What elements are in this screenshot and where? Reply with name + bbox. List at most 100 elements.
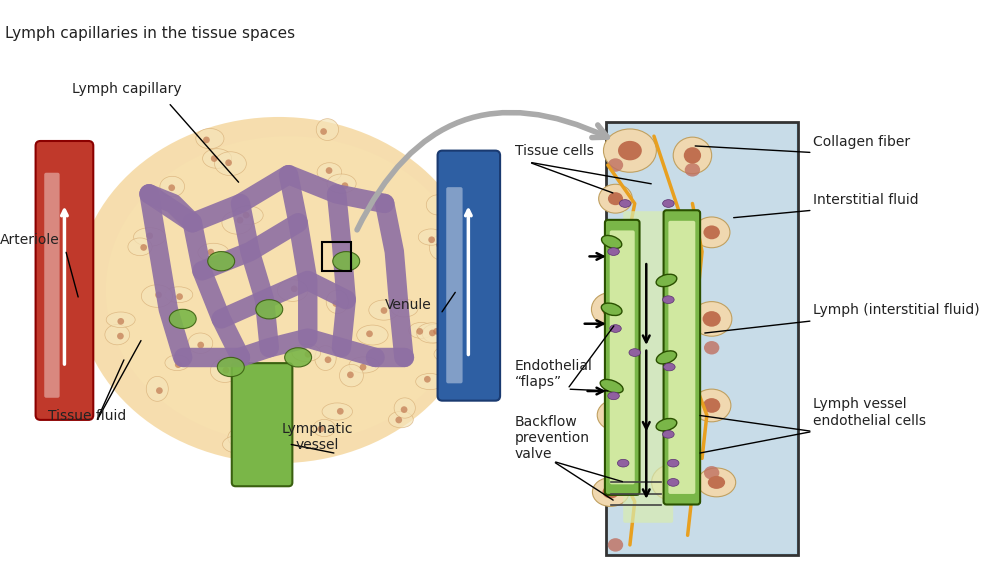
Circle shape <box>140 244 147 251</box>
Ellipse shape <box>602 302 619 317</box>
Ellipse shape <box>349 357 379 373</box>
Ellipse shape <box>198 243 229 262</box>
Ellipse shape <box>692 389 731 422</box>
Bar <box>608 124 796 553</box>
Text: Lymph capillaries in the tissue spaces: Lymph capillaries in the tissue spaces <box>5 26 295 41</box>
Ellipse shape <box>416 323 447 343</box>
Ellipse shape <box>656 274 676 287</box>
Ellipse shape <box>134 228 165 246</box>
Ellipse shape <box>164 287 193 303</box>
Circle shape <box>225 159 232 166</box>
Ellipse shape <box>208 252 235 271</box>
Ellipse shape <box>608 331 623 345</box>
Ellipse shape <box>369 300 399 320</box>
Ellipse shape <box>357 325 388 345</box>
FancyBboxPatch shape <box>44 173 59 398</box>
Ellipse shape <box>618 141 642 160</box>
Ellipse shape <box>313 419 336 437</box>
Ellipse shape <box>388 412 413 428</box>
Ellipse shape <box>600 380 623 393</box>
Circle shape <box>416 328 423 335</box>
Ellipse shape <box>708 476 725 489</box>
Ellipse shape <box>256 300 282 319</box>
Text: Lymph (interstitial fluid): Lymph (interstitial fluid) <box>812 303 979 317</box>
Ellipse shape <box>106 312 135 328</box>
Ellipse shape <box>169 310 197 329</box>
Ellipse shape <box>141 285 172 307</box>
Circle shape <box>436 241 443 248</box>
Ellipse shape <box>704 466 720 479</box>
Bar <box>323 242 351 271</box>
Circle shape <box>401 406 407 413</box>
Text: Lymphatic
vessel: Lymphatic vessel <box>281 422 353 452</box>
Ellipse shape <box>597 400 634 430</box>
Ellipse shape <box>292 344 321 361</box>
Ellipse shape <box>704 341 720 354</box>
Ellipse shape <box>656 351 676 364</box>
Text: Arteriole: Arteriole <box>0 233 59 247</box>
Circle shape <box>223 367 229 374</box>
Ellipse shape <box>187 333 213 353</box>
Bar <box>606 122 798 554</box>
Ellipse shape <box>608 159 623 172</box>
Ellipse shape <box>228 427 257 448</box>
Ellipse shape <box>415 374 445 389</box>
Ellipse shape <box>703 311 721 326</box>
Ellipse shape <box>105 325 130 345</box>
Circle shape <box>381 307 387 314</box>
Ellipse shape <box>629 349 640 356</box>
Circle shape <box>438 203 445 210</box>
Circle shape <box>176 293 183 300</box>
Ellipse shape <box>233 206 263 224</box>
Ellipse shape <box>673 137 712 174</box>
Circle shape <box>424 376 430 382</box>
Ellipse shape <box>211 359 239 382</box>
Ellipse shape <box>426 195 450 215</box>
Ellipse shape <box>391 299 418 317</box>
Ellipse shape <box>340 364 363 387</box>
Ellipse shape <box>317 119 339 141</box>
Circle shape <box>321 128 327 135</box>
Ellipse shape <box>106 136 471 444</box>
Ellipse shape <box>618 459 629 467</box>
Circle shape <box>235 442 242 449</box>
Ellipse shape <box>244 366 268 382</box>
Ellipse shape <box>667 459 679 467</box>
FancyBboxPatch shape <box>437 150 500 401</box>
Ellipse shape <box>607 408 624 422</box>
Ellipse shape <box>610 325 621 332</box>
Ellipse shape <box>608 248 619 255</box>
Text: Backflow
prevention
valve: Backflow prevention valve <box>514 415 590 461</box>
Ellipse shape <box>223 436 255 453</box>
Ellipse shape <box>619 199 631 208</box>
Ellipse shape <box>318 163 342 182</box>
Ellipse shape <box>608 538 623 552</box>
Circle shape <box>146 233 153 239</box>
Ellipse shape <box>322 403 353 420</box>
Ellipse shape <box>694 217 730 248</box>
Circle shape <box>198 342 204 349</box>
Ellipse shape <box>429 236 451 260</box>
Ellipse shape <box>656 419 676 431</box>
Circle shape <box>395 417 402 423</box>
FancyBboxPatch shape <box>663 210 701 504</box>
Ellipse shape <box>663 474 683 491</box>
Ellipse shape <box>327 174 356 193</box>
Ellipse shape <box>333 252 360 271</box>
Ellipse shape <box>599 184 632 213</box>
Text: Endothelial
“flaps”: Endothelial “flaps” <box>514 359 593 389</box>
FancyBboxPatch shape <box>447 187 463 384</box>
Circle shape <box>326 167 333 174</box>
Ellipse shape <box>327 290 349 314</box>
Ellipse shape <box>593 477 629 507</box>
Circle shape <box>203 136 210 143</box>
Ellipse shape <box>128 238 152 256</box>
Ellipse shape <box>604 129 656 172</box>
Circle shape <box>243 212 250 219</box>
Circle shape <box>428 236 435 243</box>
Ellipse shape <box>662 430 674 438</box>
Ellipse shape <box>683 147 702 164</box>
FancyBboxPatch shape <box>605 220 639 495</box>
Text: Tissue cells: Tissue cells <box>514 145 594 159</box>
Circle shape <box>360 364 366 371</box>
